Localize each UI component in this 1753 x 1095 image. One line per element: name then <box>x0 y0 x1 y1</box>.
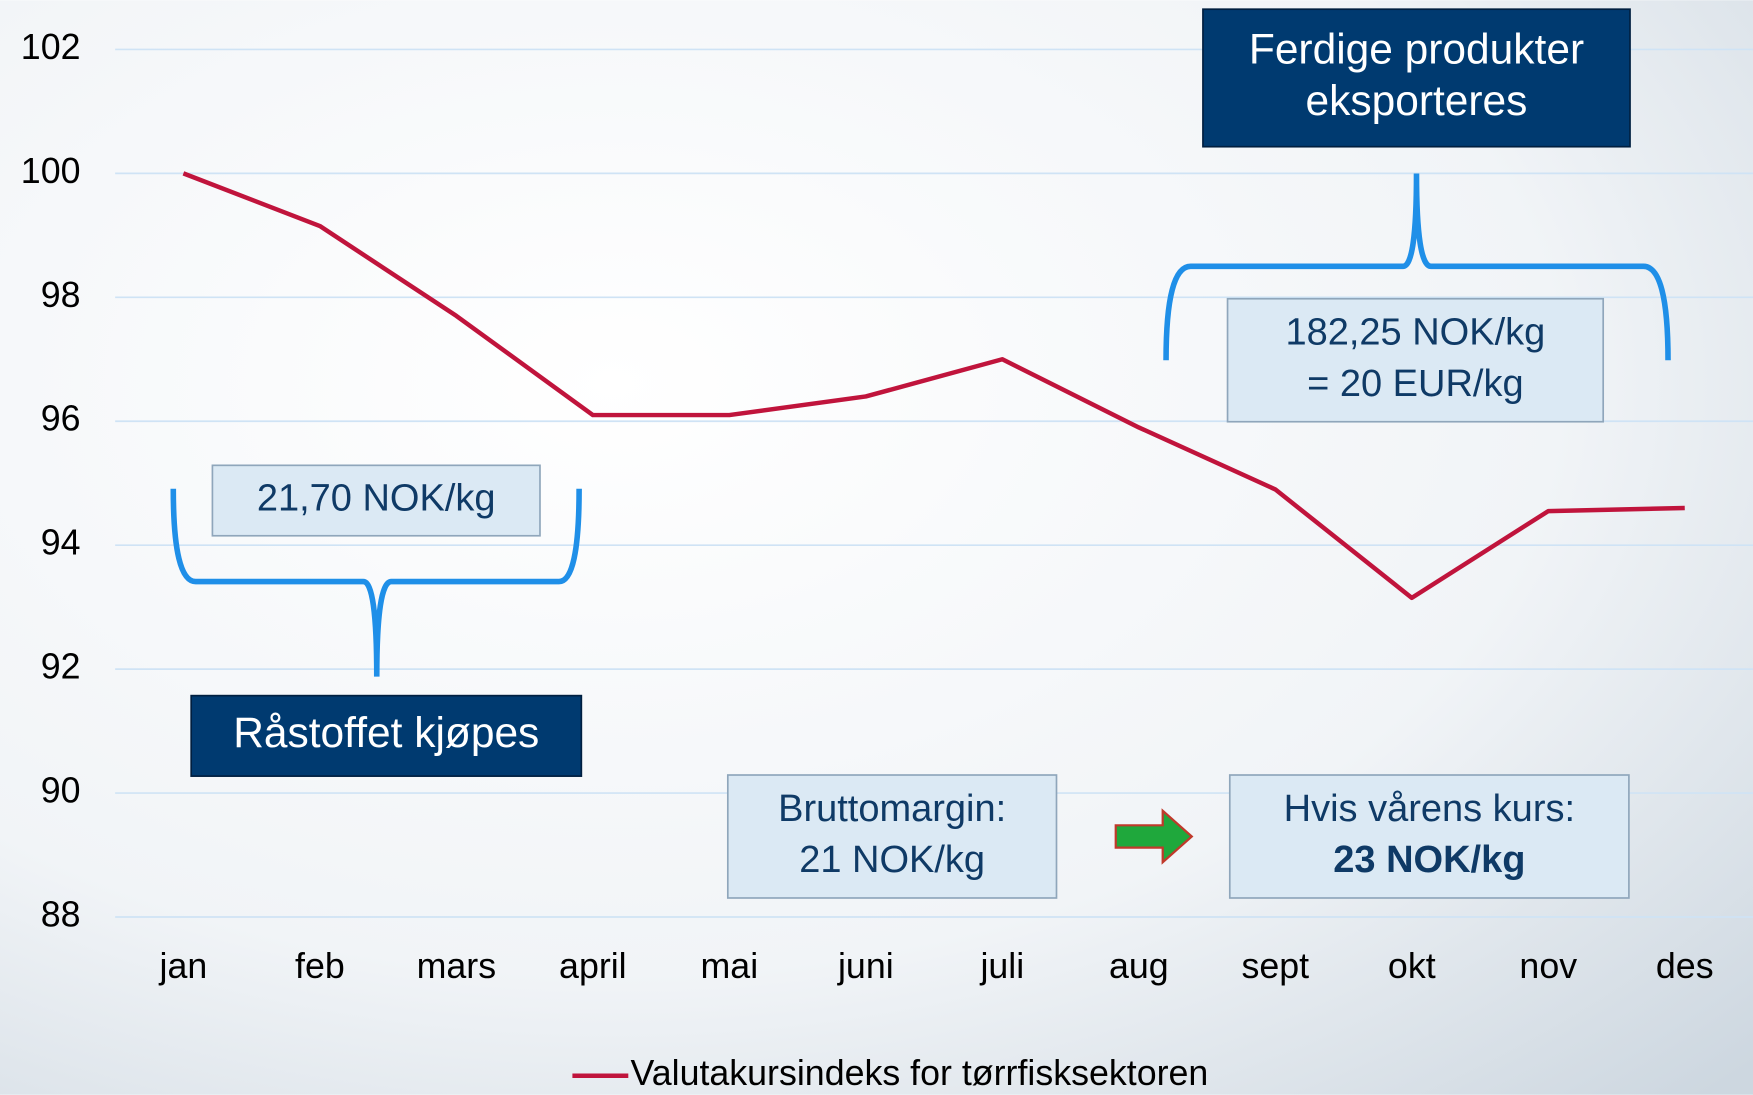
annotation-box <box>1202 8 1631 148</box>
line <box>182 171 1685 601</box>
y-tick-label: 88 <box>41 894 81 934</box>
y-tick-label: 102 <box>21 27 81 67</box>
x-tick-label: sept <box>1241 946 1309 986</box>
annotation-box <box>726 774 1058 899</box>
annotation-text: Råstoffet kjøpes <box>233 710 539 757</box>
annotation-text: Hvis vårens kurs: <box>1284 788 1575 830</box>
annotation-text: 182,25 NOK/kg <box>1285 312 1545 354</box>
annotation-box <box>190 694 583 777</box>
x-tick-label: juni <box>837 946 894 986</box>
x-tick-label: des <box>1656 946 1714 986</box>
legend-label: Valutakursindeks for tørrfisksektoren <box>631 1053 1209 1093</box>
x-tick-label: feb <box>295 946 345 986</box>
annotation: Råstoffet kjøpes <box>190 694 583 777</box>
annotation-text: 21 NOK/kg <box>799 839 985 881</box>
annotation: Hvis vårens kurs: 23 NOK/kg <box>1228 774 1630 899</box>
annotation: 21,70 NOK/kg <box>211 464 541 537</box>
brace <box>1163 173 1671 361</box>
arrow <box>1114 808 1194 865</box>
y-tick-label: 90 <box>41 771 81 811</box>
y-tick-label: 92 <box>41 647 81 687</box>
x-tick-label: nov <box>1519 946 1577 986</box>
annotation-text: Ferdige produkter <box>1249 26 1584 73</box>
y-tick-label: 96 <box>41 399 81 439</box>
annotation-box <box>1228 774 1630 899</box>
annotation: Ferdige produkter eksporteres <box>1202 8 1631 148</box>
x-tick-label: okt <box>1388 946 1436 986</box>
y-tick-label: 100 <box>21 151 81 191</box>
annotation: 182,25 NOK/kg = 20 EUR/kg <box>1226 297 1605 423</box>
x-tick-label: april <box>559 946 627 986</box>
annotation-text: Bruttomargin: <box>778 788 1006 830</box>
y-tick-label: 98 <box>41 275 81 315</box>
x-tick-label: mars <box>417 946 496 986</box>
brace <box>170 488 582 677</box>
x-tick-label: aug <box>1109 946 1169 986</box>
annotation-text: = 20 EUR/kg <box>1307 363 1524 405</box>
x-tick-label: jan <box>159 946 208 986</box>
annotation-text: 23 NOK/kg <box>1333 839 1525 881</box>
annotation-box <box>211 464 541 537</box>
x-tick-label: juli <box>979 946 1024 986</box>
annotation-text: 21,70 NOK/kg <box>257 478 496 520</box>
annotation-text: eksporteres <box>1306 78 1528 125</box>
annotation: Bruttomargin: 21 NOK/kg <box>726 774 1058 899</box>
annotation-box <box>1226 297 1605 423</box>
x-tick-label: mai <box>701 946 759 986</box>
y-tick-label: 94 <box>41 523 81 563</box>
